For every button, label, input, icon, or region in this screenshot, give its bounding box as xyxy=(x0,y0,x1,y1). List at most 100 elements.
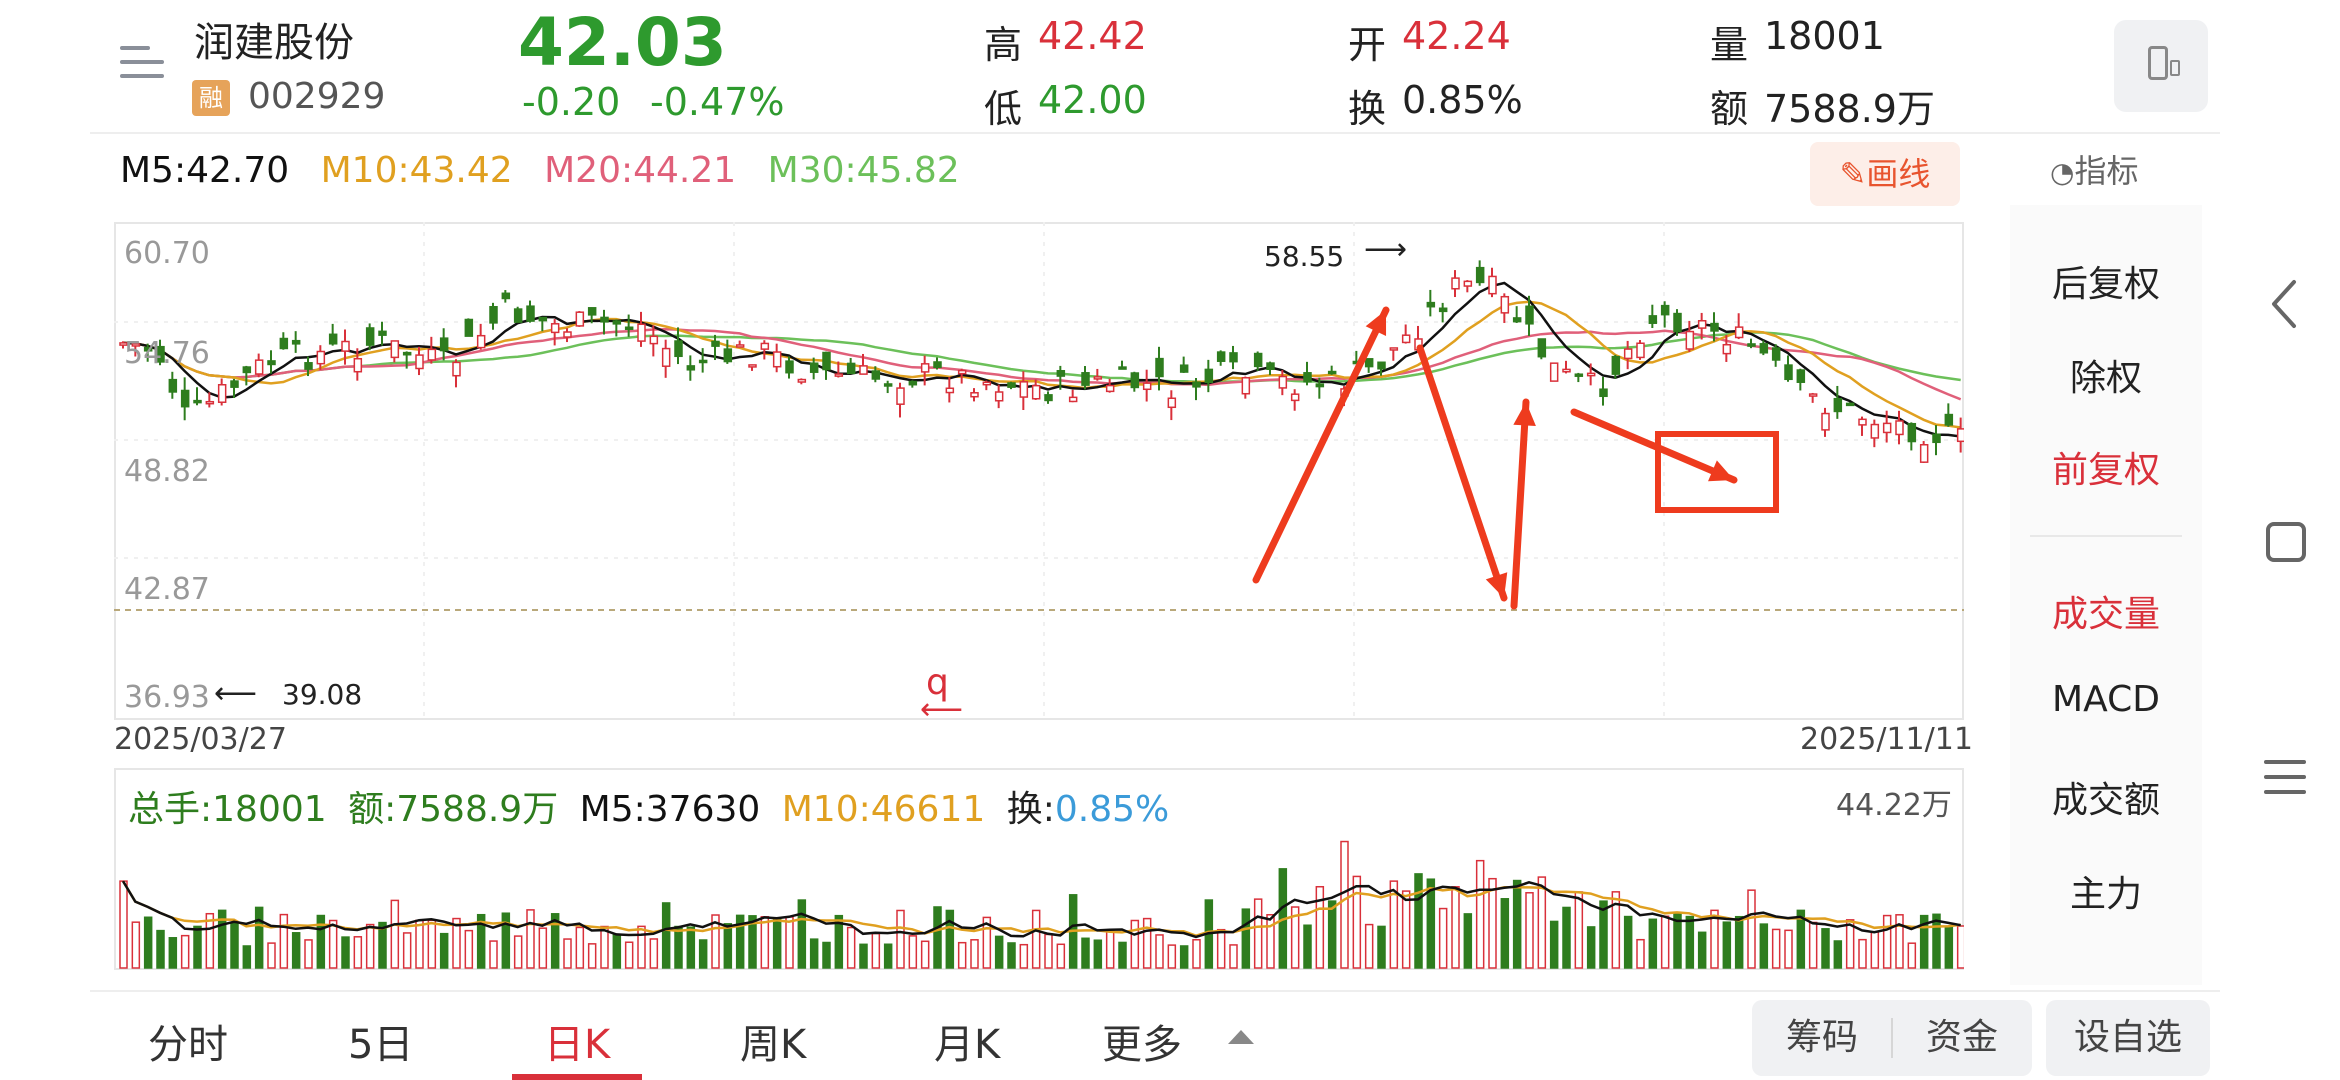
chips-button[interactable]: 筹码 xyxy=(1785,1017,1858,1058)
candle xyxy=(1549,362,1559,382)
candle xyxy=(304,362,313,370)
candle xyxy=(205,400,215,405)
ma-legend: M5:42.70 M10:43.42 M20:44.21 M30:45.82 xyxy=(120,150,980,191)
volume-bar xyxy=(1858,938,1867,969)
draw-line-button[interactable]: ✎画线 xyxy=(1810,142,1960,206)
candle xyxy=(230,380,239,388)
volume-bar xyxy=(896,909,905,969)
volume-bar xyxy=(1932,913,1941,969)
volume-bar xyxy=(1056,943,1066,969)
tab-weekly-k[interactable]: 周K xyxy=(740,1022,807,1068)
candle xyxy=(1784,364,1793,381)
candle xyxy=(1290,393,1300,402)
volume-bar xyxy=(908,935,918,969)
home-icon[interactable] xyxy=(2266,522,2306,562)
tab-more[interactable]: 更多 xyxy=(1102,1022,1182,1068)
volume-bar xyxy=(1623,915,1633,969)
candle xyxy=(131,343,141,347)
tab-fenshi[interactable]: 分时 xyxy=(148,1022,228,1068)
phone-icon[interactable] xyxy=(2114,20,2208,112)
funds-button[interactable]: 资金 xyxy=(1925,1017,1998,1058)
volume-bar xyxy=(1081,937,1090,969)
candle xyxy=(156,345,165,363)
candle xyxy=(1574,373,1584,377)
candle xyxy=(1278,375,1288,389)
candle xyxy=(180,389,190,408)
volume-bar xyxy=(402,932,412,969)
volume-bar xyxy=(957,941,967,969)
volume-bar xyxy=(538,927,548,969)
volume-bar xyxy=(476,913,486,969)
volume-bar xyxy=(119,880,128,969)
rp-item-qian-fuquan[interactable]: 前复权 xyxy=(2051,450,2160,491)
candle xyxy=(933,361,942,369)
volume-bar xyxy=(612,934,622,969)
candle xyxy=(908,380,918,386)
candle xyxy=(674,340,683,358)
candle xyxy=(1660,304,1670,316)
candle xyxy=(945,387,955,394)
ma10-label: M10:43.42 xyxy=(320,150,513,191)
candle xyxy=(970,392,979,398)
open-label: 开 xyxy=(1348,23,1387,67)
candle xyxy=(1142,382,1152,391)
kline-chart[interactable] xyxy=(114,222,1964,720)
candle xyxy=(1167,397,1177,409)
candle xyxy=(587,307,597,316)
volume-bar xyxy=(1451,886,1460,969)
volume-bar xyxy=(1216,928,1226,969)
caret-up-icon[interactable] xyxy=(1228,1030,1254,1044)
volume-bar xyxy=(1475,859,1485,969)
volume-chart-frame[interactable] xyxy=(114,768,1964,970)
candle xyxy=(1081,372,1090,386)
candle xyxy=(1833,397,1843,413)
volume-bar xyxy=(809,938,819,969)
candle xyxy=(1093,376,1103,380)
high-label: 高 xyxy=(984,23,1023,67)
volume-bar xyxy=(328,919,338,969)
candle xyxy=(316,350,326,365)
candle xyxy=(1389,347,1399,351)
rp-item-main-force[interactable]: 主力 xyxy=(2069,874,2142,915)
volume-bar xyxy=(378,921,387,969)
volume-bar xyxy=(1636,938,1645,969)
rp-item-hou-fuquan[interactable]: 后复权 xyxy=(2051,264,2160,305)
volume-bar xyxy=(1253,898,1263,969)
volume-bar xyxy=(1401,890,1411,969)
candle xyxy=(279,337,289,350)
candle xyxy=(1623,348,1633,360)
menu-icon[interactable] xyxy=(120,42,168,82)
volume-bar xyxy=(427,919,437,969)
volume-bar xyxy=(1377,925,1386,969)
back-icon[interactable] xyxy=(2270,278,2300,330)
volume-bar xyxy=(316,914,326,969)
rp-item-macd[interactable]: MACD xyxy=(2052,679,2160,720)
recent-apps-icon[interactable] xyxy=(2264,760,2306,805)
volume-bar xyxy=(513,935,523,969)
volume-chart[interactable] xyxy=(114,768,1964,970)
kline-chart-frame[interactable] xyxy=(114,222,1964,720)
turnover-value: 0.85% xyxy=(1402,78,1523,122)
volume-bar xyxy=(649,938,659,969)
rp-item-chuquan[interactable]: 除权 xyxy=(2069,358,2142,399)
indicator-button[interactable]: ◔指标 xyxy=(2050,152,2139,190)
tab-daily-k[interactable]: 日K xyxy=(544,1022,611,1068)
volume-bar xyxy=(674,925,683,969)
volume-bar xyxy=(772,918,782,969)
volume-bar xyxy=(1105,930,1115,969)
tab-monthly-k[interactable]: 月K xyxy=(934,1022,1001,1068)
candle xyxy=(649,335,659,345)
volume-bar xyxy=(1648,918,1658,969)
candle xyxy=(489,306,498,324)
volume-bar xyxy=(1759,923,1769,969)
rp-item-amount[interactable]: 成交额 xyxy=(2051,780,2160,821)
candle xyxy=(1426,301,1436,308)
annotation-arrow-down xyxy=(1416,344,1508,602)
tab-5day[interactable]: 5日 xyxy=(348,1022,414,1068)
candle xyxy=(612,320,622,325)
rp-item-volume[interactable]: 成交量 xyxy=(2051,594,2160,635)
add-to-watchlist-button[interactable]: 设自选 xyxy=(2046,1000,2210,1076)
candle xyxy=(920,363,930,373)
volume-bar xyxy=(735,914,745,969)
volume-bar xyxy=(415,919,424,969)
